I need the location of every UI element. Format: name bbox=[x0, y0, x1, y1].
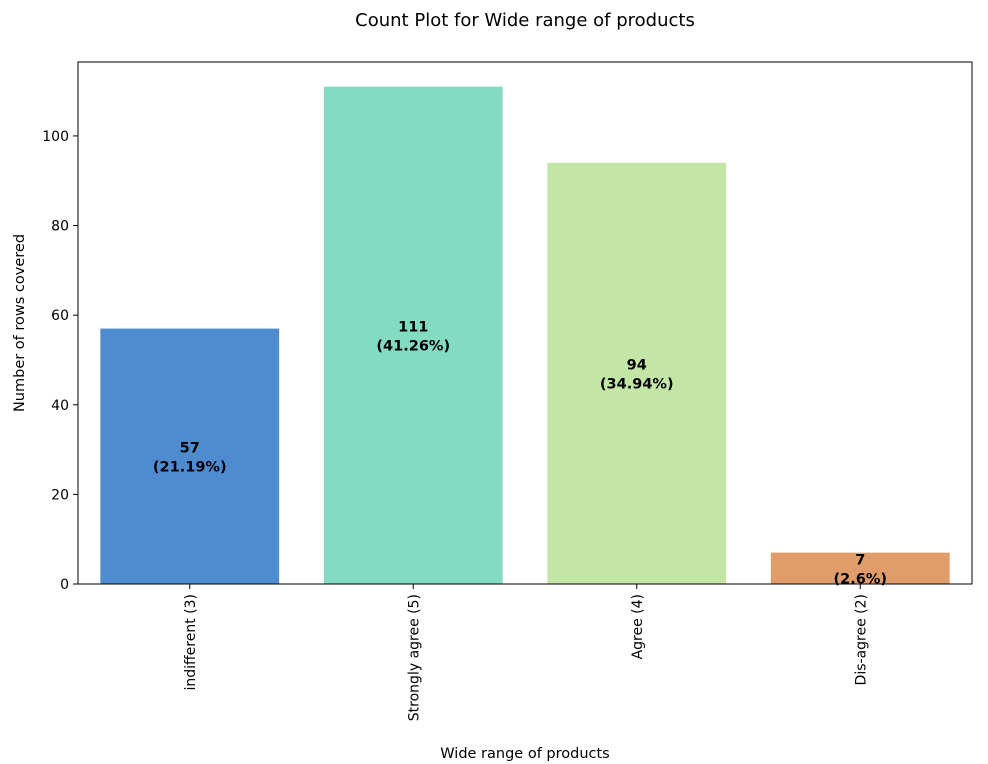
y-axis-label: Number of rows covered bbox=[12, 234, 28, 412]
bar-3 bbox=[770, 552, 950, 584]
data-label-0-0: 57 bbox=[180, 440, 200, 456]
data-label-3-1: (2.6%) bbox=[834, 571, 887, 587]
x-tick-label-3: Dis-agree (2) bbox=[853, 594, 869, 685]
bar-1 bbox=[323, 86, 503, 585]
x-tick-label-1: Strongly agree (5) bbox=[406, 594, 422, 721]
y-tick-label-0: 0 bbox=[60, 577, 69, 593]
data-label-1-0: 111 bbox=[398, 319, 428, 335]
y-tick-label-2: 40 bbox=[51, 398, 69, 414]
plot-frame bbox=[77, 61, 973, 585]
x-axis: indifferent (3) Strongly agree (5) Agree (… bbox=[183, 584, 869, 721]
x-axis-label: Wide range of products bbox=[440, 746, 609, 762]
chart-title: Count Plot for Wide range of products bbox=[355, 10, 695, 31]
bar-2 bbox=[547, 162, 727, 585]
data-label-3-0: 7 bbox=[855, 552, 865, 568]
bar-0 bbox=[100, 328, 280, 584]
x-tick-label-0: indifferent (3) bbox=[183, 594, 199, 691]
y-tick-label-4: 80 bbox=[51, 219, 69, 235]
y-tick-label-3: 60 bbox=[51, 308, 69, 324]
y-axis: 0 20 40 60 80 100 bbox=[42, 129, 78, 593]
y-tick-label-1: 20 bbox=[51, 487, 69, 503]
data-labels-group: 57 (21.19%) 111 (41.26%) 94 (34.94%) 7 (2.6%) bbox=[153, 319, 887, 587]
x-tick-label-2: Agree (4) bbox=[630, 594, 646, 659]
bars-group bbox=[100, 86, 950, 585]
data-label-0-1: (21.19%) bbox=[153, 459, 227, 475]
data-label-2-1: (34.94%) bbox=[600, 376, 674, 392]
data-label-2-0: 94 bbox=[627, 357, 647, 373]
data-label-1-1: (41.26%) bbox=[376, 338, 450, 354]
y-tick-label-5: 100 bbox=[42, 129, 69, 145]
